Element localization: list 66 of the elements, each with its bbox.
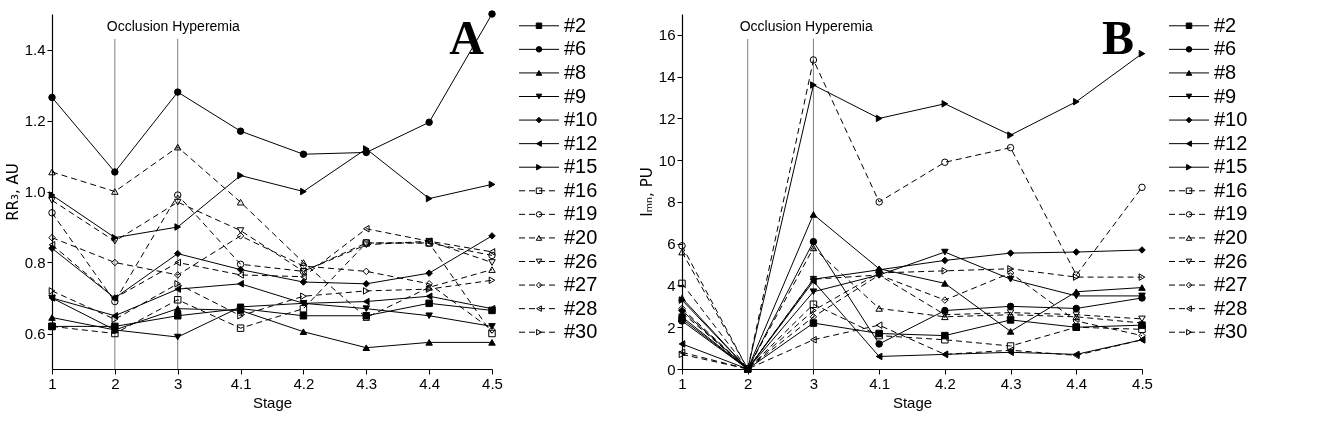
legend-label: #19 [1214, 202, 1248, 225]
legend-label: #20 [564, 225, 598, 248]
legend-label: #6 [564, 37, 587, 60]
legend-label: #6 [1214, 37, 1237, 60]
legend-label: #9 [1214, 84, 1237, 107]
y-tick-label: 1.0 [24, 183, 46, 200]
x-tick-label: 4.4 [1066, 374, 1088, 392]
legend-label: #26 [564, 249, 598, 272]
y-tick-label: 12 [658, 109, 676, 127]
x-axis-title: Stage [252, 393, 293, 411]
legend-label: #12 [564, 131, 598, 154]
x-tick-label: 3 [174, 374, 183, 392]
legend-label: #9 [564, 84, 587, 107]
y-tick-label: 0 [667, 360, 676, 378]
y-tick-label: 1.4 [24, 41, 46, 58]
y-axis-title: RR₃, AU [3, 163, 22, 221]
legend-label: #10 [564, 108, 598, 131]
y-tick-label: 4 [667, 276, 676, 294]
x-tick-label: 2 [111, 374, 120, 392]
legend-label: #12 [1214, 131, 1248, 154]
legend-label: #28 [564, 296, 598, 319]
legend-label: #16 [1214, 178, 1248, 201]
x-tick-label: 4.3 [1000, 374, 1022, 392]
legend-label: #27 [564, 273, 598, 296]
x-tick-label: 4.5 [482, 374, 503, 392]
x-tick-label: 4.2 [934, 374, 956, 392]
legend-label: #19 [564, 202, 598, 225]
x-tick-label: 3 [809, 374, 819, 392]
legend-label: #26 [1214, 249, 1248, 272]
x-tick-label: 4.3 [356, 374, 378, 392]
legend-label: #30 [1214, 320, 1248, 343]
chart-title: B [1101, 11, 1134, 64]
legend-label: #8 [564, 60, 587, 83]
x-tick-label: 4.5 [1132, 374, 1153, 392]
x-tick-label: 1 [678, 374, 687, 392]
y-tick-label: 10 [658, 151, 676, 169]
y-tick-label: 1.2 [24, 112, 46, 129]
legend-label: #10 [1214, 108, 1248, 131]
y-tick-label: 14 [658, 68, 676, 86]
x-tick-label: 4.1 [230, 374, 252, 392]
legend-label: #16 [564, 178, 598, 201]
x-tick-label: 4.2 [293, 374, 315, 392]
legend-label: #28 [1214, 296, 1248, 319]
x-tick-label: 4.4 [419, 374, 441, 392]
chart-title: A [449, 11, 485, 64]
legend-label: #27 [1214, 273, 1248, 296]
legend-label: #8 [1214, 60, 1237, 83]
x-tick-label: 4.1 [869, 374, 891, 392]
x-tick-label: 1 [48, 374, 57, 392]
x-tick-label: 2 [744, 374, 753, 392]
y-tick-label: 6 [667, 235, 676, 253]
y-tick-label: 16 [658, 26, 676, 44]
legend-label: #15 [1214, 155, 1248, 178]
x-axis-title: Stage [892, 393, 933, 411]
annotation: Occlusion Hyperemia [739, 18, 873, 34]
y-axis-title: Iₘₙ, PU [637, 167, 656, 217]
legend-label: #30 [564, 320, 598, 343]
legend-label: #20 [1214, 225, 1248, 248]
y-tick-label: 0.6 [24, 325, 46, 342]
legend-label: #15 [564, 155, 598, 178]
y-tick-label: 8 [667, 193, 676, 211]
legend-label: #2 [1214, 13, 1237, 36]
y-tick-label: 2 [667, 318, 676, 336]
annotation: Occlusion Hyperemia [106, 18, 241, 34]
y-tick-label: 0.8 [24, 254, 46, 271]
legend-label: #2 [564, 13, 587, 36]
